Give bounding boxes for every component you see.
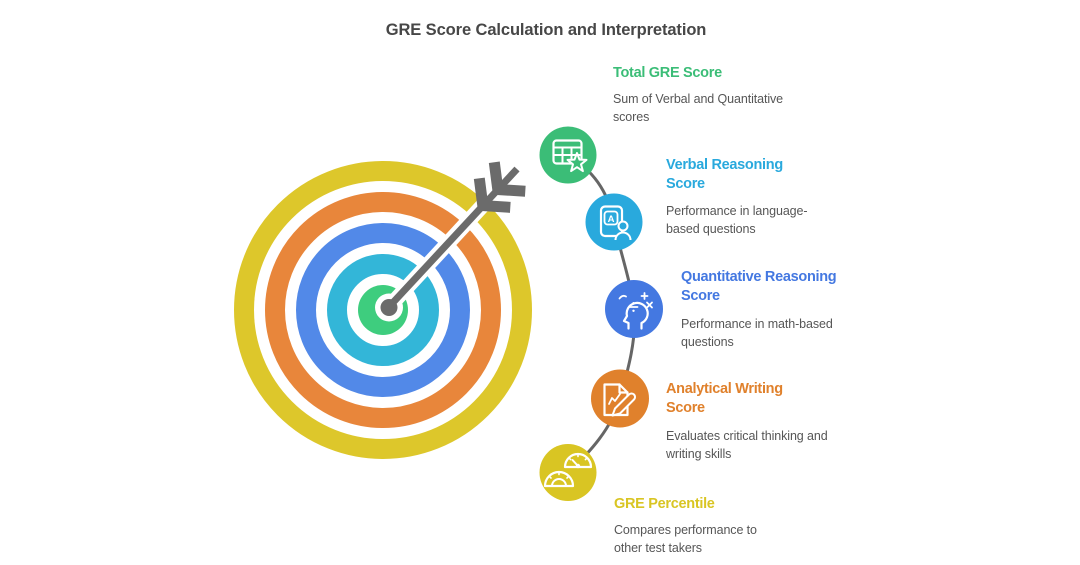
node-total-gre-score [539,126,597,184]
bullseye-target [234,161,532,459]
letter-a: A [608,214,615,225]
arrow-fletching-upper [488,161,526,197]
node-description-analytical-writing: Evaluates critical thinking and writing … [666,429,828,461]
node-analytical-writing [591,369,649,428]
arrow-icon [375,161,526,322]
node-label-analytical-writing: Analytical Writing Score [666,381,783,416]
node-circle-gre-percentile [539,444,597,501]
node-label-gre-percentile: GRE Percentile [614,496,715,512]
bullseye-ring-orange [265,192,501,428]
node-quantitative-reasoning [605,280,663,338]
node-label-total-gre-score: Total GRE Score [613,65,722,81]
node-description-verbal-reasoning: Performance in language- based questions [666,204,808,236]
math-head-icon [618,292,653,330]
vocabulary-card-person-icon: A [599,205,632,241]
node-circle-analytical-writing [591,369,649,428]
node-verbal-reasoning: A [585,193,643,251]
bullseye-ring-blue [296,223,470,397]
node-label-verbal-reasoning: Verbal Reasoning Score [666,157,783,192]
node-description-quantitative-reasoning: Performance in math-based questions [681,317,833,349]
node-description-total-gre-score: Sum of Verbal and Quantitative scores [613,92,784,124]
bullseye-ring-cyan [327,254,439,366]
percentile-gauges-icon [543,452,593,488]
score-table-star-icon [552,139,588,173]
arrow-fletching-lower [473,177,511,213]
writing-document-pencil-icon [603,383,637,417]
node-label-quantitative-reasoning: Quantitative Reasoning Score [681,269,837,304]
node-gre-percentile [539,444,597,501]
page-title: GRE Score Calculation and Interpretation [385,21,707,39]
arrow-center-dot [380,299,398,316]
node-description-gre-percentile: Compares performance to other test taker… [614,523,757,555]
bullseye-ring-yellow [234,161,532,459]
node-circle-quantitative-reasoning [605,280,663,338]
